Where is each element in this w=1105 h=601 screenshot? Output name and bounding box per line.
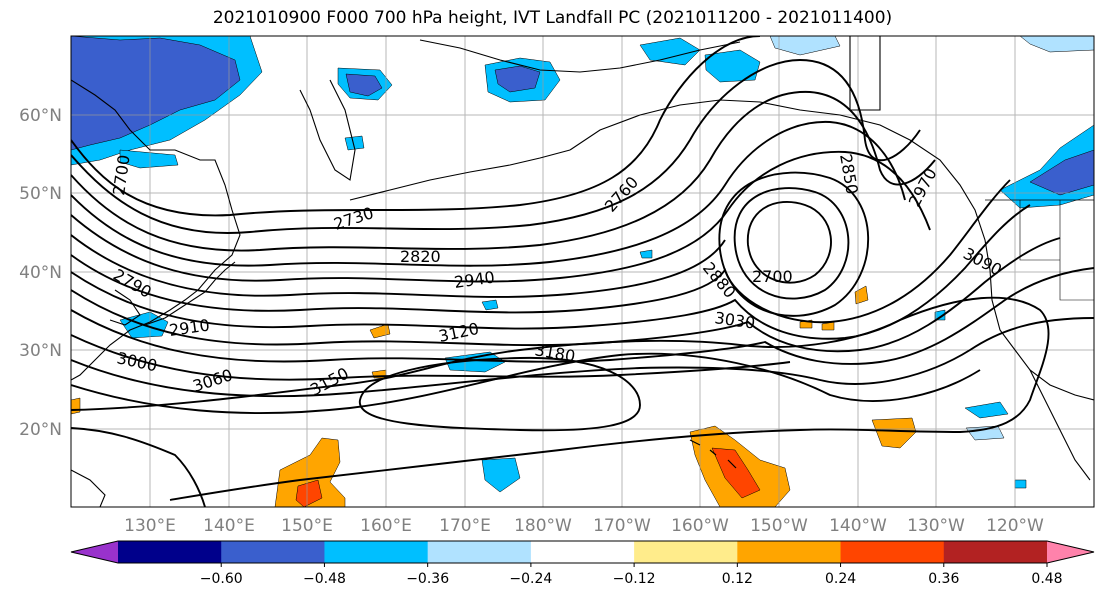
- pos-shade-hawaii-inner: [711, 447, 761, 499]
- colorbar-tick-label: 0.48: [1031, 571, 1062, 587]
- border-states: [1019, 200, 1094, 301]
- neg-shade-subtrop-1: [444, 351, 506, 373]
- contour-3180-closed: [359, 357, 641, 432]
- neg-shade-arctic-4: [1019, 36, 1094, 53]
- lon-label: 170°W: [593, 516, 651, 536]
- colorbar: −0.60 −0.48 −0.36 −0.24 −0.12 0.12 0.24 0.36 0.4…: [70, 540, 1095, 587]
- colorbar-swatch: [943, 541, 1048, 563]
- contour-ring-2: [733, 187, 850, 300]
- map-frame: [70, 35, 1095, 508]
- height-contours: [71, 36, 1094, 507]
- map-title: 2021010900 F000 700 hPa height, IVT Land…: [212, 8, 893, 28]
- contour-c7: [71, 179, 1011, 324]
- colorbar-swatch: [530, 541, 635, 563]
- coast-mexico: [1029, 369, 1091, 481]
- colorbar-swatch: [221, 541, 325, 563]
- colorbar-extend-min: [71, 541, 118, 563]
- colorbar-tick-label: 0.12: [722, 571, 753, 587]
- pos-shade-w-coast: [871, 417, 917, 449]
- lon-label: 180°W: [514, 516, 572, 536]
- colorbar-tick-label: 0.24: [825, 571, 856, 587]
- contour-2700-low: [747, 201, 832, 284]
- lon-label: 130°W: [907, 516, 965, 536]
- contour-c16: [71, 427, 206, 507]
- contour-c5: [71, 151, 931, 283]
- colorbar-swatch: [737, 541, 842, 563]
- coast-arctic: [419, 39, 741, 73]
- lon-label: 150°W: [750, 516, 808, 536]
- neg-shade-small-5: [1014, 479, 1027, 489]
- neg-shade-small-1: [481, 299, 499, 311]
- lon-label: 170°E: [439, 516, 491, 536]
- neg-shade-arctic-3: [769, 36, 841, 56]
- colorbar-swatch: [118, 541, 222, 563]
- coast-aleutians: [349, 149, 571, 201]
- contour-c11: [71, 334, 791, 381]
- neg-shade-small-3: [934, 309, 946, 321]
- contour-c10: [71, 267, 1094, 365]
- colorbar-swatch: [840, 541, 945, 563]
- colorbar-outline: [70, 540, 1095, 564]
- neg-shade-arctic-2: [704, 49, 761, 83]
- coast-philippines: [71, 469, 106, 507]
- coast-asia: [71, 79, 241, 381]
- lon-label: 140°E: [203, 516, 255, 536]
- ivt-shading: [71, 36, 1094, 507]
- gridlines: [71, 36, 1094, 507]
- colorbar-tick-label: −0.24: [509, 571, 552, 587]
- contour-c1: [71, 36, 761, 217]
- contour-c8: [71, 204, 1031, 340]
- colorbar-swatch: [427, 541, 532, 563]
- coast-alaska: [569, 99, 1094, 401]
- lat-label: 60°N: [19, 106, 62, 126]
- lon-label: 160°W: [671, 516, 729, 536]
- lon-label: 120°W: [986, 516, 1044, 536]
- pos-shade-subtrop-w: [274, 437, 346, 507]
- lat-label: 50°N: [19, 184, 62, 204]
- contour-c2: [71, 59, 921, 234]
- lon-label: 160°E: [360, 516, 412, 536]
- coast-hawaii: [689, 439, 737, 469]
- pos-shade-small-1: [369, 323, 391, 339]
- neg-shade-subtrop-2: [481, 457, 521, 493]
- neg-shade-small-4: [344, 135, 365, 151]
- pos-shade-subtrop-w-inner: [295, 479, 323, 507]
- lat-label: 30°N: [19, 341, 62, 361]
- colorbar-tick-label: −0.60: [200, 571, 243, 587]
- contour-c6: [71, 234, 726, 298]
- lat-label: 20°N: [19, 420, 62, 440]
- contour-c12: [71, 317, 1094, 398]
- lon-label: 130°E: [124, 516, 176, 536]
- coast-canada-interior: [849, 36, 881, 111]
- pos-shade-small-6: [71, 397, 81, 415]
- contour-label: 2700: [752, 267, 793, 286]
- neg-shade-arctic-1: [639, 37, 701, 66]
- coast-kamchatka: [299, 79, 356, 181]
- colorbar-extend-max: [1047, 541, 1094, 563]
- lat-label: 40°N: [19, 263, 62, 283]
- coast-korea: [109, 289, 141, 326]
- longitude-labels: 130°E 140°E 150°E 160°E 170°E 180°W 170°…: [124, 516, 1044, 536]
- colorbar-swatch: [634, 541, 738, 563]
- neg-shade-small-2: [639, 249, 653, 259]
- colorbar-swatch: [324, 541, 429, 563]
- neg-shade-e-asia: [119, 149, 179, 169]
- contour-label: 2820: [400, 247, 441, 266]
- neg-shade-alaska-w-inner: [494, 65, 541, 93]
- contour-c13: [71, 352, 981, 415]
- colorbar-tick-label: −0.36: [406, 571, 449, 587]
- lon-label: 150°E: [281, 516, 333, 536]
- neg-shade-nw-inner: [71, 36, 241, 151]
- colorbar-tick-label: −0.12: [613, 571, 656, 587]
- contour-labels: 2730 2760 2850 2970 2700 2820 2940 2880 …: [109, 152, 1005, 399]
- colorbar-tick-label: −0.48: [303, 571, 346, 587]
- contour-c3: [71, 91, 936, 252]
- lon-label: 140°W: [829, 516, 887, 536]
- latitude-labels: 60°N 50°N 40°N 30°N 20°N: [19, 106, 62, 440]
- contour-c4: [71, 121, 906, 267]
- neg-shade-subtrop-3: [964, 401, 1009, 419]
- neg-shade-bering-inner: [345, 73, 383, 97]
- colorbar-tick-label: 0.36: [928, 571, 959, 587]
